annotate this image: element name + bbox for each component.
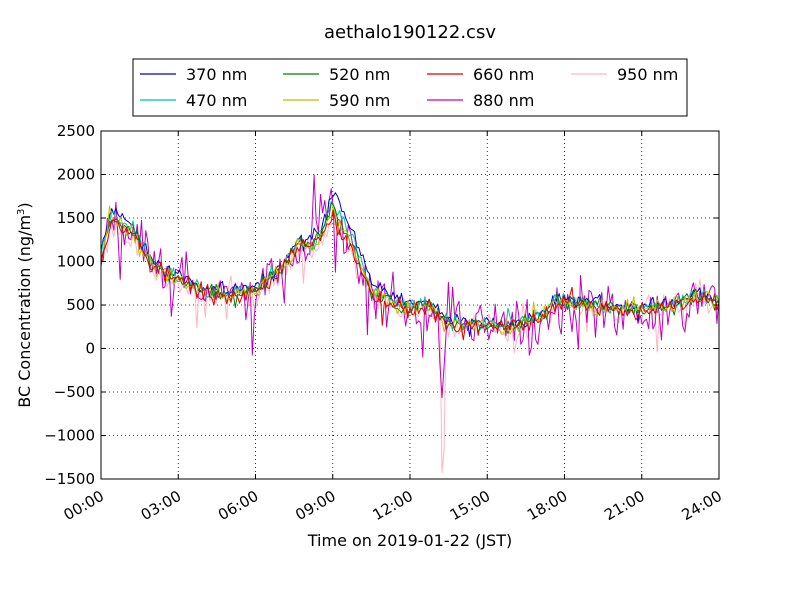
y-axis-label-superscript: 3: [16, 209, 27, 215]
y-tick-label: 2000: [57, 166, 95, 184]
y-tick-label: −500: [54, 383, 95, 401]
legend-box: [132, 58, 688, 117]
y-tick-label: 1000: [57, 253, 95, 271]
legend: 370 nm 470 nm 520 nm 590 nm 660 nm 880 nm 950 …: [132, 58, 688, 117]
legend-label: 470 nm: [186, 91, 247, 110]
x-axis-label: Time on 2019-01-22 (JST): [307, 531, 512, 550]
y-axis-label: BC Concentration (ng/m3): [15, 202, 34, 407]
y-tick-label: 1500: [57, 209, 95, 227]
y-tick-label: −1000: [44, 427, 95, 445]
y-axis-label-tail: ): [15, 202, 34, 208]
legend-label: 520 nm: [329, 65, 390, 84]
y-tick-label: −1500: [44, 470, 95, 488]
series-line-660-nm: [100, 209, 720, 341]
legend-label: 950 nm: [617, 65, 678, 84]
legend-label: 590 nm: [329, 91, 390, 110]
y-tick-label: 2500: [57, 122, 95, 140]
series-layer: [100, 174, 720, 473]
legend-label: 370 nm: [186, 65, 247, 84]
series-line-950-nm: [100, 221, 720, 473]
series-line-370-nm: [100, 192, 720, 337]
y-tick-label: 500: [66, 296, 95, 314]
chart-title: aethalo190122.csv: [324, 22, 496, 43]
legend-label: 660 nm: [473, 65, 534, 84]
y-axis-label-main: BC Concentration (ng/m: [15, 215, 34, 408]
y-tick-label: 0: [85, 340, 95, 358]
legend-label: 880 nm: [473, 91, 534, 110]
